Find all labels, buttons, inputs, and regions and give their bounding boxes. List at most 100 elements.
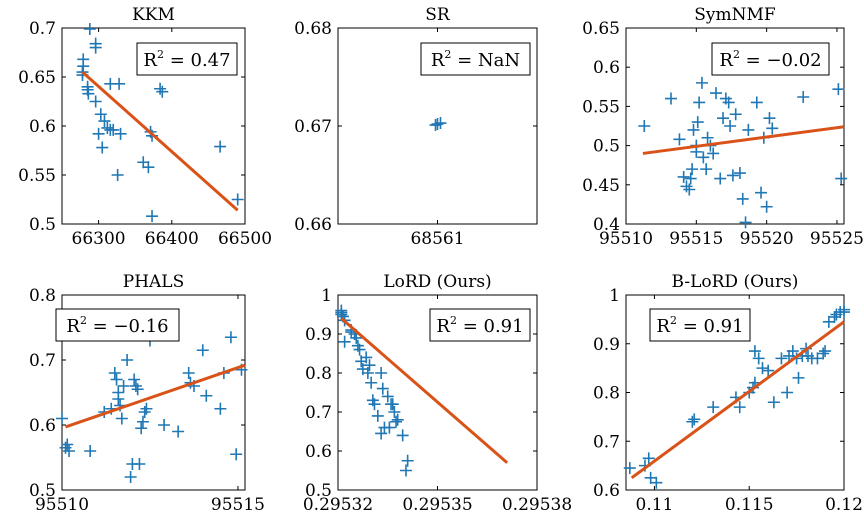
data-point (832, 83, 845, 96)
data-point (623, 462, 636, 475)
data-point (360, 351, 373, 364)
x-tick-label: 68561 (410, 229, 464, 249)
panel-1: KKM 66300 66400 66500 0.5 0.55 0.6 0.65 0.7 R2 = … (18, 5, 272, 249)
panel-title: KKM (132, 5, 175, 25)
data-point (101, 121, 114, 134)
data-point (401, 454, 414, 467)
data-point (748, 345, 761, 358)
data-point (642, 452, 655, 465)
r2-label: R2 = 0.91 (436, 314, 523, 337)
y-tick-label: 0.5 (305, 481, 332, 501)
panel-title: SymNMF (694, 5, 776, 25)
data-point (214, 140, 227, 153)
data-point (142, 161, 155, 174)
x-tick-label: 0.11 (636, 495, 674, 515)
x-tick-label: 95515 (211, 495, 265, 515)
data-point (84, 445, 97, 457)
x-tick-label: 95510 (35, 495, 89, 515)
data-point (89, 95, 102, 108)
data-point (822, 315, 835, 328)
data-point (111, 169, 124, 181)
data-point (729, 108, 742, 121)
x-tick-label: 95520 (740, 229, 794, 249)
y-tick-label: 0.55 (582, 97, 620, 117)
r2-label: R2 = 0.47 (143, 48, 230, 71)
data-point (121, 354, 134, 366)
data-point (388, 406, 401, 418)
data-point (383, 421, 396, 434)
data-point (137, 156, 150, 169)
data-point (363, 359, 376, 372)
data-point (182, 367, 195, 379)
data-point (695, 76, 708, 89)
x-tick-label: 95525 (810, 229, 864, 249)
data-point (94, 108, 107, 121)
r2-box (711, 42, 830, 76)
data-point (231, 193, 244, 206)
data-point (684, 172, 697, 185)
data-point (434, 117, 447, 130)
y-tick-label: 0.4 (593, 215, 620, 235)
r2-label: R2 = −0.16 (66, 314, 168, 337)
x-tick-label: 0.29535 (402, 495, 472, 515)
y-tick-label: 0.7 (29, 19, 56, 39)
data-point (733, 401, 746, 414)
panel-title: PHALS (123, 272, 184, 292)
y-tick-label: 0.7 (305, 403, 332, 423)
data-point (131, 383, 144, 396)
data-point (710, 87, 723, 100)
data-point (114, 127, 127, 140)
data-point (124, 471, 137, 483)
data-point (767, 396, 780, 409)
data-point (687, 123, 700, 136)
data-point (112, 393, 125, 405)
data-point (61, 438, 74, 451)
panel-5: LoRD (Ours) 0.29532 0.29535 0.29538 0.5 0.6 0.… (303, 272, 572, 515)
data-point (835, 172, 848, 185)
data-point (115, 412, 128, 425)
data-point (686, 415, 699, 428)
data-point (399, 464, 412, 477)
data-point (690, 145, 703, 158)
y-tick-label: 0.8 (305, 364, 332, 384)
y-tick-label: 0.9 (593, 335, 620, 355)
data-point (113, 77, 126, 90)
data-point (350, 331, 363, 344)
y-tick-label: 0.6 (29, 416, 56, 436)
data-point (755, 186, 768, 199)
x-tick-label: 66400 (145, 229, 199, 249)
data-point (396, 429, 409, 442)
panel-title: LoRD (Ours) (383, 272, 491, 292)
axes-frame (61, 294, 246, 491)
data-point (736, 192, 749, 205)
data-point (697, 151, 710, 164)
data-point (638, 120, 651, 132)
regression-line (81, 70, 239, 212)
panel-3: SymNMF 95510 95515 95520 95525 0.4 0.45 0.5 0.55… (582, 5, 864, 249)
data-point (792, 371, 805, 384)
data-point (786, 345, 799, 358)
y-tick-label: 0.8 (29, 286, 56, 306)
data-point (361, 367, 374, 379)
data-point (686, 163, 699, 176)
y-tick-label: 0.6 (29, 117, 56, 137)
data-point (133, 458, 146, 470)
y-tick-label: 0.6 (593, 481, 620, 501)
r2-box (420, 42, 531, 76)
data-point (714, 172, 727, 185)
data-point (386, 398, 399, 411)
y-tick-label: 0.5 (29, 215, 56, 235)
data-point (693, 96, 706, 109)
r2-label: R2 = 0.91 (656, 314, 743, 337)
y-tick-label: 0.65 (18, 68, 56, 88)
data-point (701, 131, 714, 144)
y-tick-label: 0.5 (29, 481, 56, 501)
data-point (752, 352, 765, 365)
data-point (733, 167, 746, 180)
data-point (375, 367, 388, 379)
data-point (140, 402, 153, 415)
data-point (700, 163, 713, 176)
data-point (763, 112, 776, 125)
y-tick-label: 0.67 (294, 117, 332, 137)
y-tick-label: 0.5 (593, 137, 620, 157)
